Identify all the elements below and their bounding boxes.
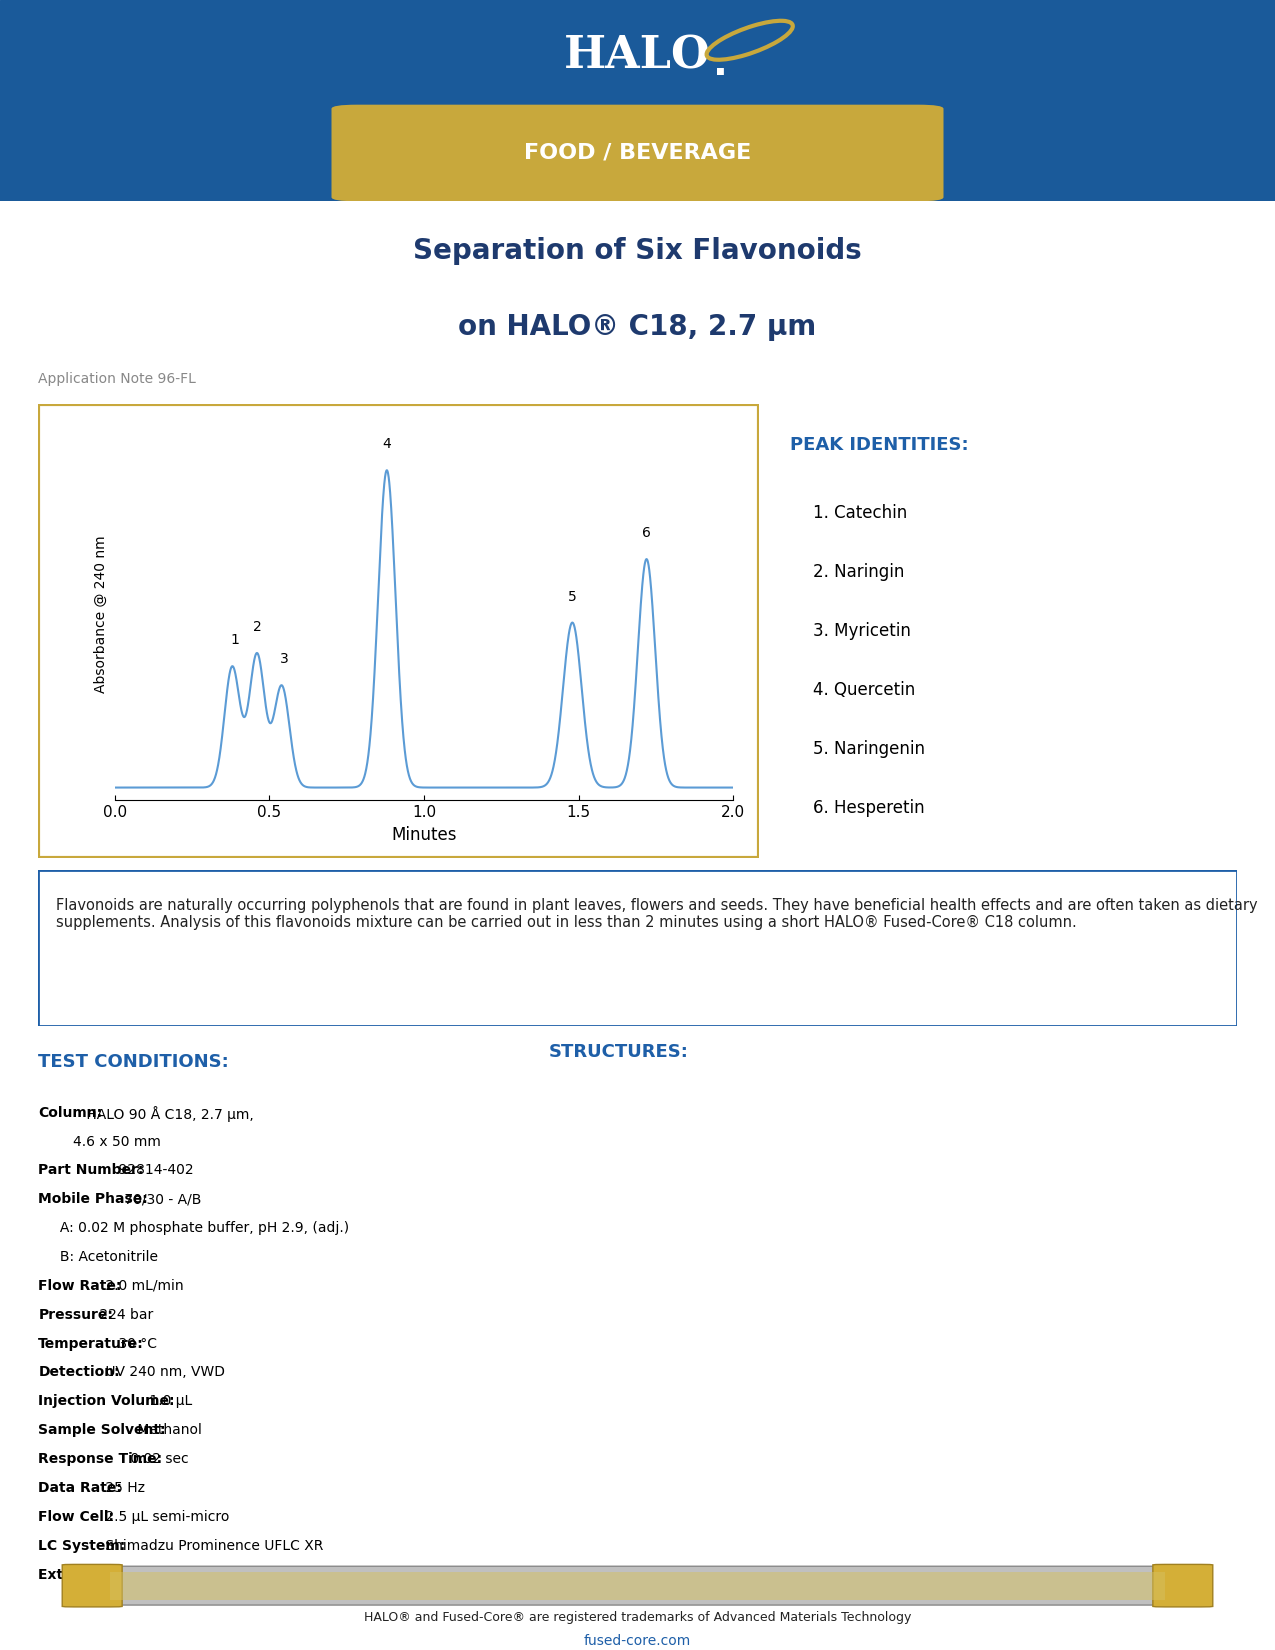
Text: 6: 6 xyxy=(643,526,652,540)
Text: Pressure:: Pressure: xyxy=(38,1308,113,1322)
Text: STRUCTURES:: STRUCTURES: xyxy=(548,1043,688,1061)
FancyBboxPatch shape xyxy=(1153,1564,1213,1607)
Text: 1.0 µL: 1.0 µL xyxy=(145,1394,193,1409)
Text: 1. Catechin: 1. Catechin xyxy=(813,505,907,521)
Text: Column:: Column: xyxy=(38,1106,102,1120)
Bar xyxy=(110,1572,1165,1599)
Text: fused-core.com: fused-core.com xyxy=(584,1634,691,1648)
X-axis label: Minutes: Minutes xyxy=(391,825,456,843)
Text: LC System:: LC System: xyxy=(38,1539,125,1553)
Text: 2.5 µL semi-micro: 2.5 µL semi-micro xyxy=(101,1510,229,1525)
Text: Methanol: Methanol xyxy=(133,1424,201,1437)
Text: TEST CONDITIONS:: TEST CONDITIONS: xyxy=(38,1053,230,1071)
Text: Flow Cell:: Flow Cell: xyxy=(38,1510,115,1525)
Text: Extra Column Volume:: Extra Column Volume: xyxy=(38,1568,212,1581)
Text: 224 bar: 224 bar xyxy=(94,1308,153,1322)
Text: 4.6 x 50 mm: 4.6 x 50 mm xyxy=(38,1135,161,1148)
Text: 2. Naringin: 2. Naringin xyxy=(813,563,904,581)
Text: 70/30 - A/B: 70/30 - A/B xyxy=(120,1193,201,1206)
FancyBboxPatch shape xyxy=(74,1566,1201,1605)
Text: ~14 µL: ~14 µL xyxy=(164,1568,219,1581)
Text: 25 Hz: 25 Hz xyxy=(101,1482,145,1495)
Text: Detection:: Detection: xyxy=(38,1366,120,1379)
Text: 0.02 sec: 0.02 sec xyxy=(126,1452,189,1467)
Text: HALO: HALO xyxy=(564,35,711,78)
Text: HALO® and Fused-Core® are registered trademarks of Advanced Materials Technology: HALO® and Fused-Core® are registered tra… xyxy=(363,1610,912,1624)
Text: B: Acetonitrile: B: Acetonitrile xyxy=(38,1251,158,1264)
Text: 6. Hesperetin: 6. Hesperetin xyxy=(813,799,924,817)
FancyBboxPatch shape xyxy=(38,870,1237,1026)
Text: HALO 90 Å C18, 2.7 µm,: HALO 90 Å C18, 2.7 µm, xyxy=(83,1106,254,1122)
Text: FOOD / BEVERAGE: FOOD / BEVERAGE xyxy=(524,144,751,163)
Text: 5. Naringenin: 5. Naringenin xyxy=(813,739,924,757)
FancyBboxPatch shape xyxy=(332,104,944,201)
Text: Flow Rate:: Flow Rate: xyxy=(38,1279,121,1294)
Text: Part Number:: Part Number: xyxy=(38,1163,144,1178)
Text: Temperature:: Temperature: xyxy=(38,1336,144,1351)
FancyBboxPatch shape xyxy=(62,1564,122,1607)
Text: Flavonoids are naturally occurring polyphenols that are found in plant leaves, f: Flavonoids are naturally occurring polyp… xyxy=(56,898,1258,931)
Text: 5: 5 xyxy=(567,589,576,604)
Text: 30 °C: 30 °C xyxy=(113,1336,157,1351)
Text: Shimadzu Prominence UFLC XR: Shimadzu Prominence UFLC XR xyxy=(101,1539,324,1553)
Text: Response Time:: Response Time: xyxy=(38,1452,162,1467)
Text: 92814-402: 92814-402 xyxy=(113,1163,194,1178)
Text: A: 0.02 M phosphate buffer, pH 2.9, (adj.): A: 0.02 M phosphate buffer, pH 2.9, (adj… xyxy=(38,1221,349,1236)
Text: 3. Myricetin: 3. Myricetin xyxy=(813,622,910,640)
Text: 2.0 mL/min: 2.0 mL/min xyxy=(101,1279,184,1294)
Text: on HALO® C18, 2.7 µm: on HALO® C18, 2.7 µm xyxy=(459,314,816,340)
Text: 4. Quercetin: 4. Quercetin xyxy=(813,681,915,700)
Y-axis label: Absorbance @ 240 nm: Absorbance @ 240 nm xyxy=(94,536,108,693)
Text: Injection Volume:: Injection Volume: xyxy=(38,1394,175,1409)
Text: Sample Solvent:: Sample Solvent: xyxy=(38,1424,166,1437)
Text: 3: 3 xyxy=(280,652,289,667)
Text: PEAK IDENTITIES:: PEAK IDENTITIES: xyxy=(790,436,969,454)
Text: 2: 2 xyxy=(252,620,261,634)
Text: UV 240 nm, VWD: UV 240 nm, VWD xyxy=(101,1366,226,1379)
Text: .: . xyxy=(713,46,728,84)
Text: Data Rate:: Data Rate: xyxy=(38,1482,122,1495)
Text: Application Note 96-FL: Application Note 96-FL xyxy=(38,373,196,386)
Text: 1: 1 xyxy=(231,634,240,647)
Text: Separation of Six Flavonoids: Separation of Six Flavonoids xyxy=(413,238,862,264)
Text: 4: 4 xyxy=(382,437,391,450)
FancyBboxPatch shape xyxy=(38,404,759,858)
Text: Mobile Phase:: Mobile Phase: xyxy=(38,1193,148,1206)
